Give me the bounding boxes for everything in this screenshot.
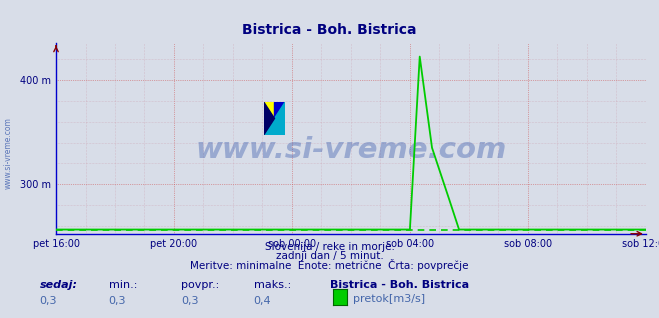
Text: Bistrica - Boh. Bistrica: Bistrica - Boh. Bistrica bbox=[243, 23, 416, 37]
Text: Meritve: minimalne  Enote: metrične  Črta: povprečje: Meritve: minimalne Enote: metrične Črta:… bbox=[190, 259, 469, 271]
Text: 0,3: 0,3 bbox=[109, 296, 127, 306]
Text: www.si-vreme.com: www.si-vreme.com bbox=[4, 117, 13, 189]
Text: maks.:: maks.: bbox=[254, 280, 291, 290]
Polygon shape bbox=[264, 102, 285, 135]
Bar bbox=[264, 102, 275, 119]
Polygon shape bbox=[264, 102, 275, 135]
Text: pretok[m3/s]: pretok[m3/s] bbox=[353, 294, 424, 304]
Text: sedaj:: sedaj: bbox=[40, 280, 78, 290]
Text: Bistrica - Boh. Bistrica: Bistrica - Boh. Bistrica bbox=[330, 280, 469, 290]
Text: min.:: min.: bbox=[109, 280, 137, 290]
Text: 0,3: 0,3 bbox=[181, 296, 199, 306]
Text: Slovenija / reke in morje.: Slovenija / reke in morje. bbox=[264, 242, 395, 252]
Text: www.si-vreme.com: www.si-vreme.com bbox=[195, 136, 507, 164]
Bar bbox=[275, 102, 285, 119]
Text: 0,3: 0,3 bbox=[40, 296, 57, 306]
Text: zadnji dan / 5 minut.: zadnji dan / 5 minut. bbox=[275, 251, 384, 261]
Text: povpr.:: povpr.: bbox=[181, 280, 219, 290]
Text: 0,4: 0,4 bbox=[254, 296, 272, 306]
